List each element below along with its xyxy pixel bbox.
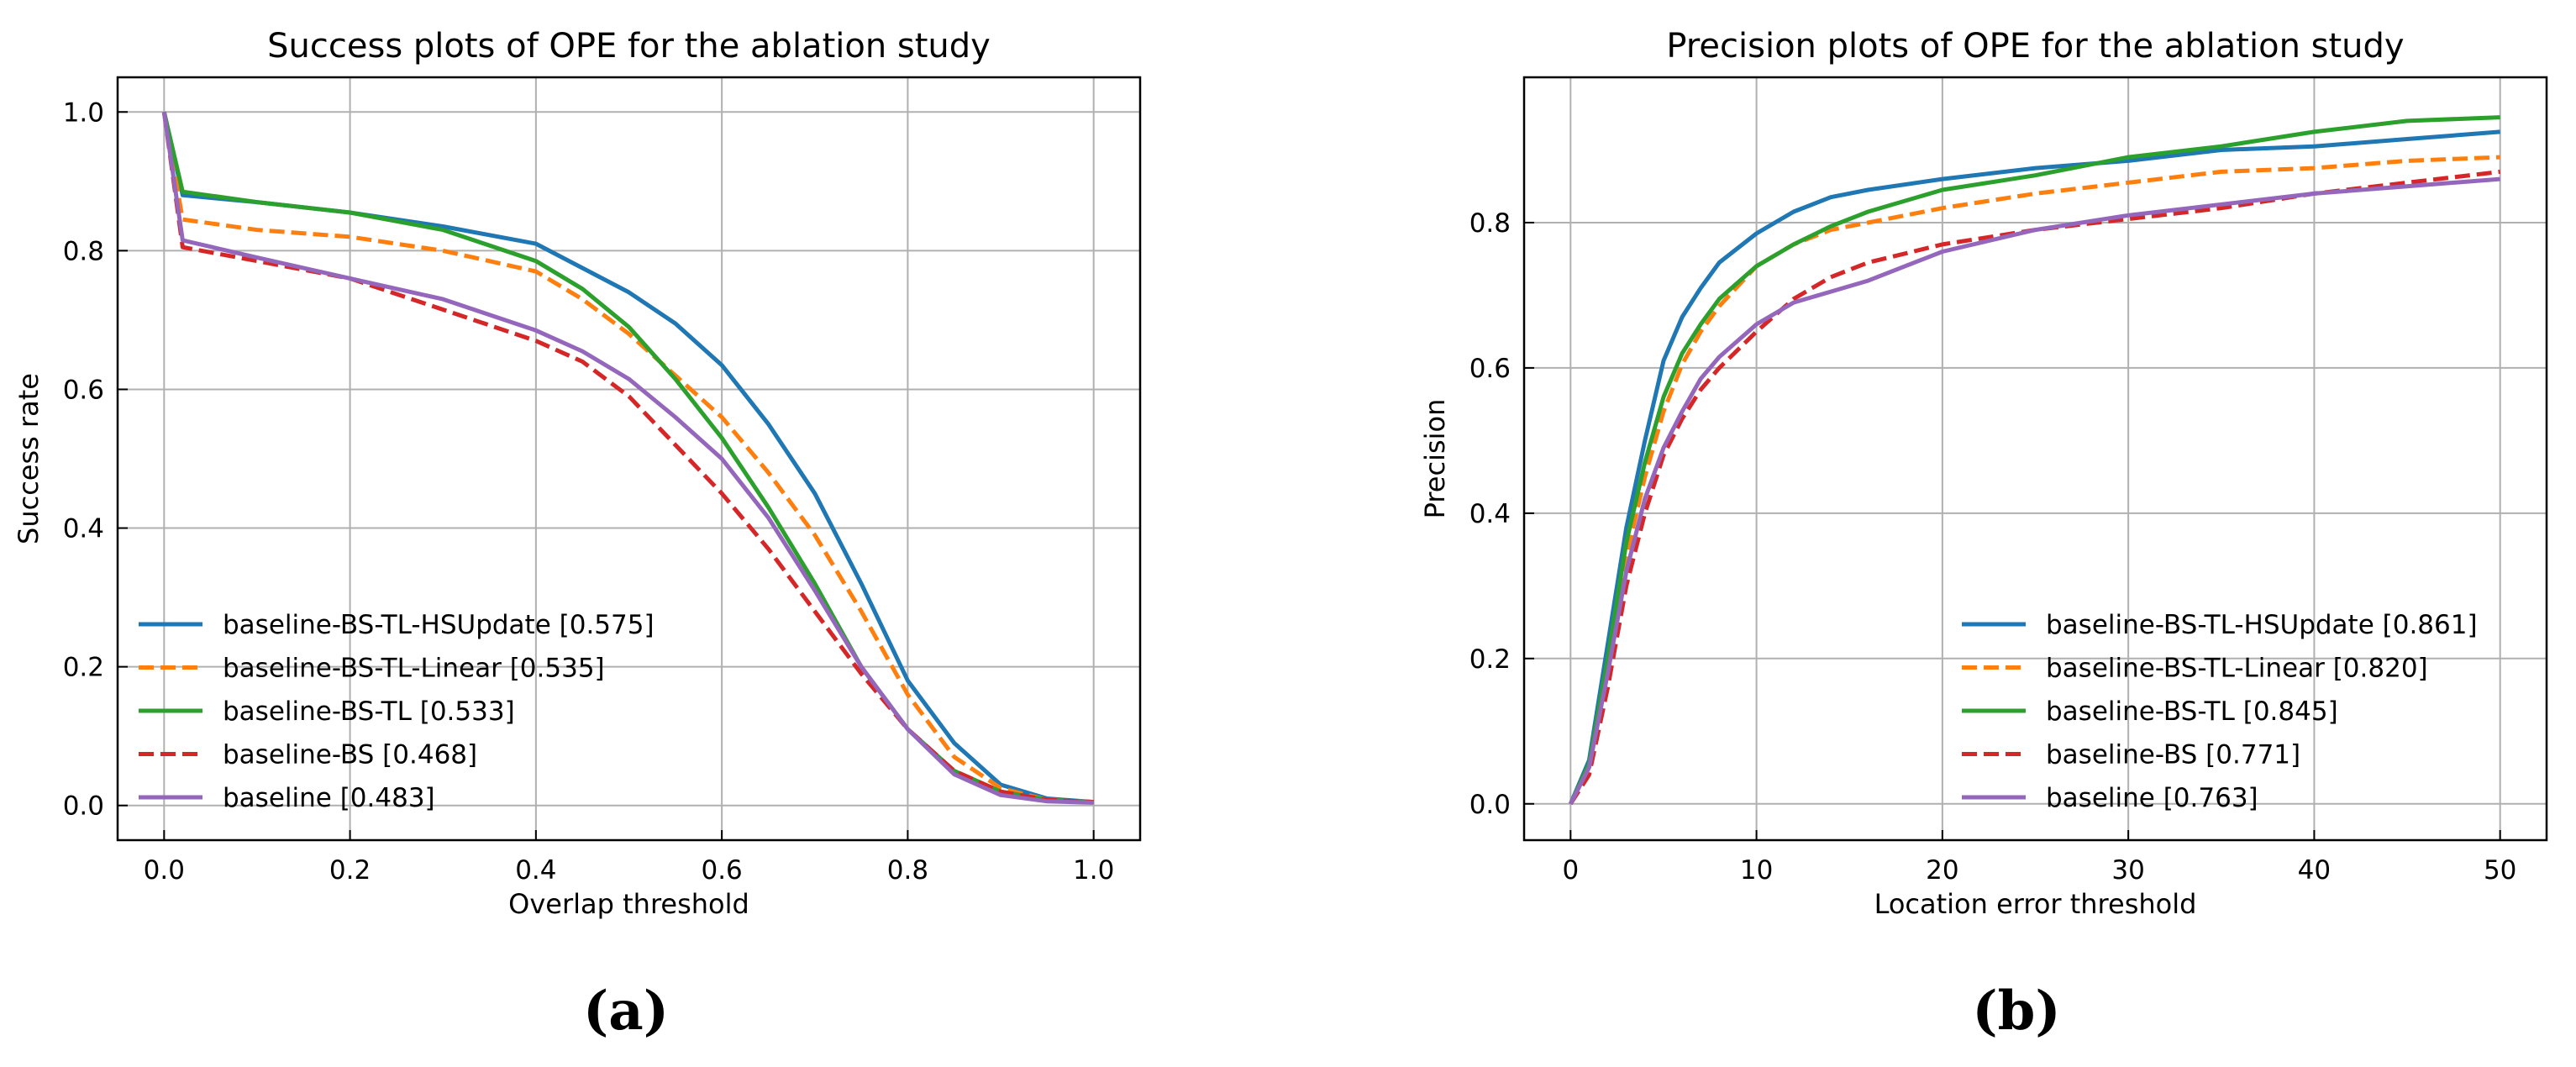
legend-label-1: baseline-BS-TL-Linear [0.820] [2046, 654, 2428, 684]
legend-label-4: baseline [0.483] [223, 783, 435, 813]
x-tick-label: 0.4 [515, 855, 556, 886]
y-tick-label: 0.0 [63, 791, 104, 822]
success-plot: 0.0 0.2 0.4 0.6 0.8 1.0 0.0 0.2 0.4 0.6 0.8 1.0 Succ… [13, 27, 1142, 1043]
legend-label-1: baseline-BS-TL-Linear [0.535] [223, 654, 605, 684]
axes-frame [1522, 76, 2548, 842]
x-tick-label: 0.2 [329, 855, 371, 886]
chart-title: Success plots of OPE for the ablation st… [267, 27, 991, 66]
x-axis-label: Overlap threshold [508, 888, 749, 920]
y-tick-label: 0.0 [1469, 790, 1511, 820]
x-axis-label: Location error threshold [1874, 888, 2197, 920]
y-axis-label: Precision [1419, 399, 1451, 519]
panel-label: (b) [1972, 980, 2060, 1043]
axes-frame [116, 76, 1142, 842]
series-line-1 [161, 111, 1094, 805]
y-tick-label: 0.8 [1469, 208, 1511, 239]
legend-label-0: baseline-BS-TL-HSUpdate [0.575] [223, 610, 655, 640]
y-tick-label: 0.6 [1469, 354, 1511, 384]
legend-label-0: baseline-BS-TL-HSUpdate [0.861] [2046, 610, 2478, 640]
panel-label: (a) [583, 980, 669, 1043]
y-tick-label: 0.6 [63, 375, 104, 405]
precision-plot: 0 10 20 30 40 50 0.0 0.2 0.4 0.6 0.8 Precision plot… [1419, 27, 2548, 1043]
x-tick-label: 40 [2298, 855, 2331, 886]
x-tick-label: 0.8 [887, 855, 928, 886]
series-line-3 [1569, 169, 2500, 806]
series-line-4 [161, 111, 1094, 805]
legend-label-3: baseline-BS [0.468] [223, 740, 477, 770]
y-tick-label: 0.4 [63, 514, 104, 544]
x-tick-label: 0.0 [144, 855, 185, 886]
x-tick-label: 0.6 [701, 855, 742, 886]
series-line-2 [1569, 115, 2500, 805]
series-line-4 [1569, 176, 2500, 805]
y-tick-label: 0.2 [1469, 644, 1511, 675]
y-axis-label: Success rate [13, 373, 45, 544]
x-tick-label: 30 [2111, 855, 2144, 886]
x-tick-label: 1.0 [1073, 855, 1114, 886]
y-tick-label: 1.0 [63, 97, 104, 128]
x-tick-label: 0 [1562, 855, 1579, 886]
series-line-0 [1568, 129, 2500, 805]
y-tick-label: 0.2 [63, 653, 104, 683]
legend-label-2: baseline-BS-TL [0.533] [223, 696, 515, 727]
legend-label-4: baseline [0.763] [2046, 783, 2258, 813]
legend-label-2: baseline-BS-TL [0.845] [2046, 696, 2338, 727]
y-tick-label: 0.4 [1469, 499, 1511, 529]
chart-title: Precision plots of OPE for the ablation … [1666, 27, 2404, 66]
x-tick-label: 20 [1926, 855, 1958, 886]
x-tick-label: 50 [2484, 855, 2516, 886]
x-tick-label: 10 [1740, 855, 1773, 886]
y-tick-label: 0.8 [63, 236, 104, 266]
legend-label-3: baseline-BS [0.771] [2046, 740, 2300, 770]
